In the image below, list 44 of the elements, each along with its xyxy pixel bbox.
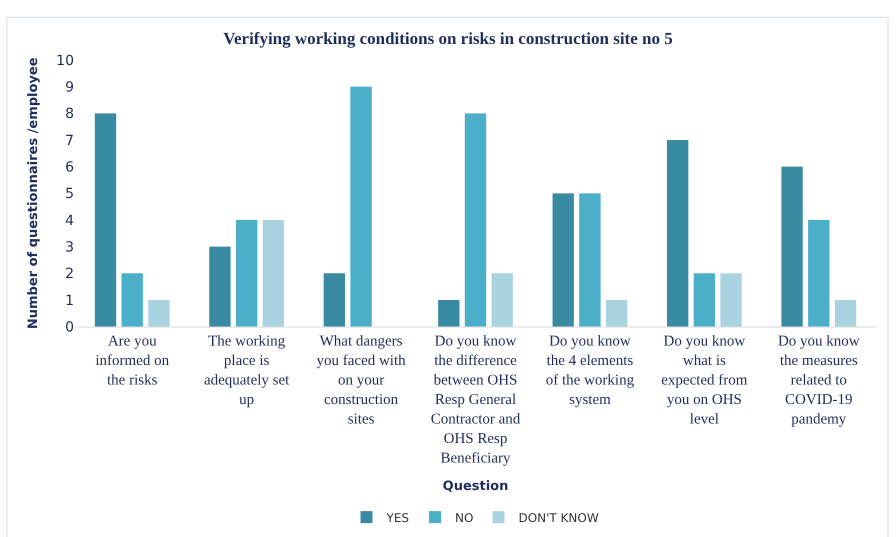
y-tick-label: 7 xyxy=(65,132,74,149)
x-tick-label: The working place is adequately set up xyxy=(204,334,290,408)
y-tick-label: 1 xyxy=(65,292,74,309)
bar xyxy=(236,220,258,327)
y-tick-label: 5 xyxy=(65,186,74,202)
y-tick-label: 2 xyxy=(65,266,74,282)
bar xyxy=(94,113,116,327)
bar xyxy=(324,273,346,327)
x-tick-label: What dangers you faced with on your construction sites xyxy=(316,334,406,428)
legend-label: DON'T KNOW xyxy=(518,510,599,525)
bar xyxy=(720,273,742,327)
bar xyxy=(606,300,628,327)
bar xyxy=(122,273,143,327)
x-tick-label: Are you informed on the risks xyxy=(95,334,170,389)
x-tick-label: Do you know the difference between OHS Resp General Contractor and OHS Resp Beneficiary xyxy=(430,334,521,467)
y-tick-label: 4 xyxy=(65,212,74,229)
bar xyxy=(579,193,601,327)
legend-label: YES xyxy=(386,510,410,525)
bar xyxy=(438,300,460,327)
y-tick-label: 10 xyxy=(56,52,74,69)
x-axis-title: Question xyxy=(442,479,508,494)
chart-title: Verifying working conditions on risks in construction site no 5 xyxy=(223,29,673,48)
bar xyxy=(781,166,803,327)
bar xyxy=(148,300,170,327)
x-tick-label: Do you know the 4 elements of the working system xyxy=(546,334,635,408)
y-axis-title: Number of questionnaires /employee xyxy=(26,57,42,330)
y-tick-label: 0 xyxy=(65,320,74,336)
bar xyxy=(694,273,716,327)
bar xyxy=(666,140,688,327)
bar xyxy=(492,273,513,327)
y-tick-label: 3 xyxy=(65,240,74,256)
bar xyxy=(209,246,231,327)
y-tick-label: 9 xyxy=(65,80,74,96)
bar xyxy=(262,220,284,327)
y-tick-label: 8 xyxy=(65,106,74,122)
bar xyxy=(464,113,486,327)
bar xyxy=(834,300,856,327)
bar xyxy=(350,86,372,327)
bar xyxy=(552,193,574,327)
y-tick-label: 6 xyxy=(65,160,74,176)
bar xyxy=(808,220,830,327)
x-tick-label: Do you know the measures related to COVID-19 pandemy xyxy=(778,334,860,428)
legend-label: NO xyxy=(455,510,474,525)
x-tick-label: Do you know what is expected from you on OHS level xyxy=(661,334,748,428)
